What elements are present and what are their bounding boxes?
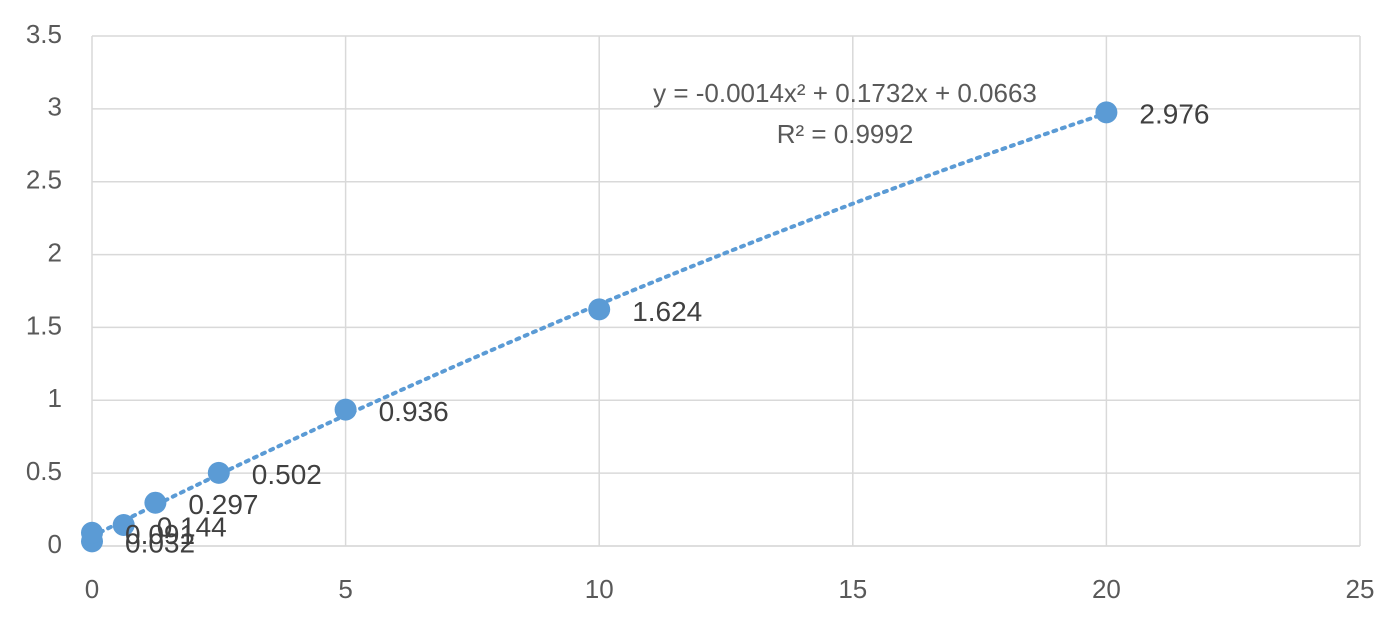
point xyxy=(144,491,167,514)
x-tick-label: 5 xyxy=(338,574,352,604)
x-tick-label: 10 xyxy=(585,574,614,604)
data-label: 0.297 xyxy=(188,489,258,520)
point xyxy=(334,398,357,421)
data-label: 0.032 xyxy=(125,528,195,559)
point xyxy=(81,521,103,544)
data-label: 0.144 xyxy=(157,511,227,542)
point xyxy=(588,298,611,321)
y-tick-label: 2.5 xyxy=(26,165,62,195)
data-label: 0.091 xyxy=(125,519,195,550)
y-tick-label: 1.5 xyxy=(26,310,62,340)
trendline-r2: R² = 0.9992 xyxy=(777,119,914,149)
data-label: 0.936 xyxy=(379,396,449,427)
point xyxy=(112,514,135,537)
x-tick-label: 0 xyxy=(85,574,99,604)
data-label: 2.976 xyxy=(1139,99,1209,130)
point xyxy=(1095,101,1118,124)
x-tick-label: 15 xyxy=(838,574,867,604)
y-tick-label: 3 xyxy=(48,92,62,122)
y-tick-label: 0.5 xyxy=(26,456,62,486)
data-label: 1.624 xyxy=(632,296,702,327)
x-tick-label: 20 xyxy=(1092,574,1121,604)
y-tick-label: 2 xyxy=(48,237,62,267)
x-tick-label: 25 xyxy=(1346,574,1375,604)
trendline-equation: y = -0.0014x² + 0.1732x + 0.0663 xyxy=(653,78,1037,108)
data-label: 0.502 xyxy=(252,459,322,490)
y-tick-label: 0 xyxy=(48,529,62,559)
y-tick-label: 3.5 xyxy=(26,19,62,49)
point xyxy=(207,461,230,484)
y-tick-label: 1 xyxy=(48,383,62,413)
